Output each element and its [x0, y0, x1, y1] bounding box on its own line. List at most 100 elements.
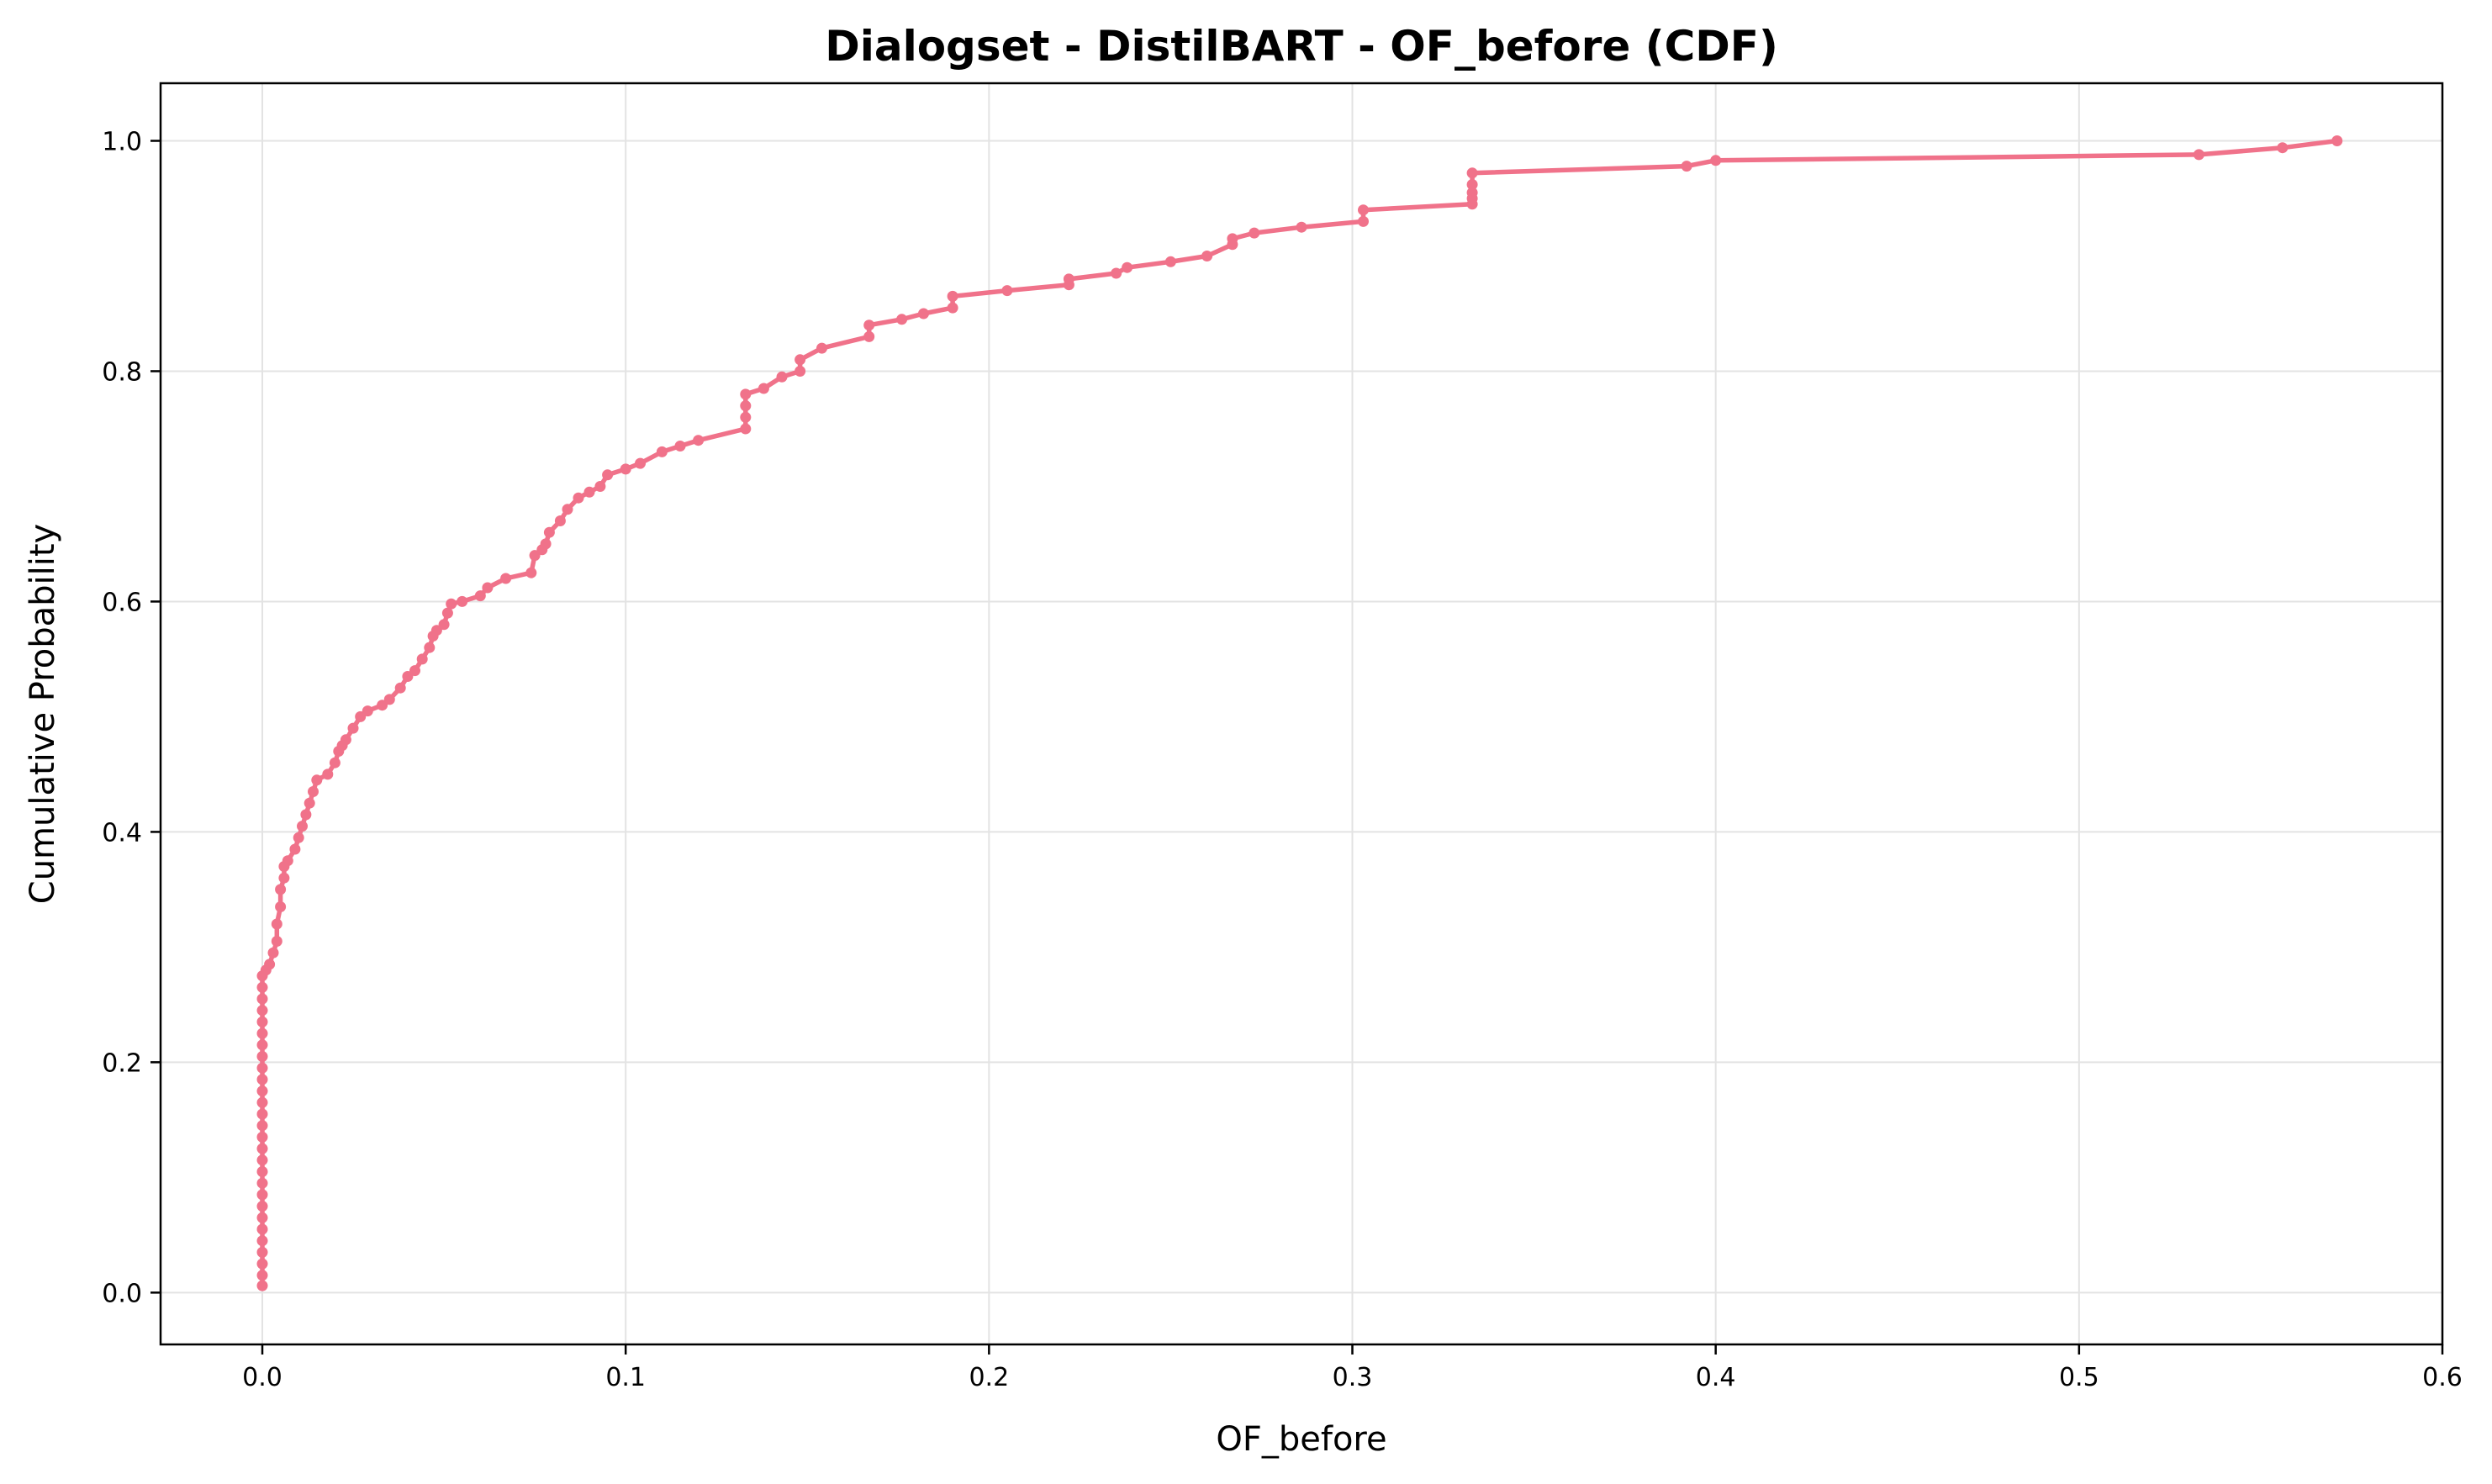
- cdf-point: [1001, 285, 1013, 297]
- cdf-point: [377, 700, 388, 711]
- plot-area: [161, 83, 2442, 1344]
- cdf-point: [1466, 179, 1478, 190]
- cdf-point: [795, 366, 806, 377]
- cdf-point: [256, 1131, 268, 1143]
- cdf-point: [256, 1039, 268, 1051]
- cdf-point: [256, 1177, 268, 1189]
- cdf-point: [256, 1027, 268, 1039]
- cdf-point: [293, 832, 304, 843]
- y-axis-label: Cumulative Probability: [24, 524, 62, 904]
- cdf-point: [740, 411, 752, 423]
- x-tick-label: 0.6: [2422, 1363, 2463, 1392]
- cdf-point: [740, 400, 752, 412]
- cdf-point: [256, 1189, 268, 1201]
- cdf-point: [271, 936, 282, 947]
- cdf-point: [1358, 215, 1369, 227]
- cdf-point: [394, 682, 406, 694]
- cdf-point: [438, 619, 450, 631]
- cdf-point: [278, 872, 290, 884]
- cdf-point: [340, 734, 351, 746]
- cdf-point: [282, 855, 293, 867]
- cdf-point: [1201, 251, 1213, 261]
- cdf-point: [594, 481, 606, 492]
- cdf-point: [2331, 135, 2343, 146]
- cdf-point: [289, 843, 301, 855]
- x-tick-label: 0.2: [969, 1363, 1009, 1392]
- y-tick-label: 0.0: [102, 1279, 142, 1308]
- cdf-point: [525, 567, 537, 578]
- cdf-point: [1063, 273, 1074, 285]
- cdf-point: [656, 446, 668, 457]
- cdf-point: [602, 469, 614, 481]
- cdf-point: [758, 383, 769, 394]
- cdf-point: [256, 1223, 268, 1235]
- cdf-point: [256, 1108, 268, 1120]
- cdf-point: [1111, 267, 1122, 279]
- x-axis-label: OF_before: [1216, 1420, 1386, 1459]
- cdf-point: [308, 786, 319, 797]
- cdf-point: [264, 959, 276, 970]
- x-tick-label: 0.1: [605, 1363, 646, 1392]
- cdf-point: [562, 504, 573, 515]
- cdf-point: [693, 435, 705, 446]
- cdf-point: [256, 1258, 268, 1270]
- cdf-point: [918, 308, 929, 320]
- cdf-point: [1164, 256, 1176, 267]
- cdf-point: [297, 821, 308, 832]
- cdf-point: [256, 1085, 268, 1097]
- cdf-point: [362, 705, 373, 717]
- cdf-point: [322, 768, 334, 780]
- x-tick-label: 0.3: [1333, 1363, 1373, 1392]
- cdf-point: [446, 598, 457, 610]
- cdf-point: [740, 388, 752, 400]
- cdf-point: [256, 1280, 268, 1291]
- cdf-point: [1122, 261, 1133, 273]
- cdf-point: [1710, 155, 1722, 166]
- cdf-point: [430, 625, 442, 636]
- cdf-point: [776, 371, 788, 383]
- cdf-point: [416, 653, 428, 665]
- cdf-point: [947, 290, 958, 302]
- cdf-point: [256, 1212, 268, 1223]
- cdf-point: [383, 694, 395, 705]
- x-tick-label: 0.5: [2059, 1363, 2099, 1392]
- cdf-point: [424, 642, 436, 653]
- cdf-point: [256, 981, 268, 993]
- cdf-point: [674, 441, 686, 452]
- cdf-point: [1296, 221, 1307, 233]
- cdf-point: [256, 1235, 268, 1247]
- cdf-point: [256, 993, 268, 1005]
- y-axis-ticks: 0.0 0.2 0.4 0.6 0.8 1.0: [102, 127, 161, 1308]
- cdf-point: [256, 1246, 268, 1258]
- cdf-point: [271, 918, 282, 930]
- cdf-point: [1681, 161, 1692, 172]
- cdf-point: [583, 486, 595, 498]
- y-tick-label: 0.8: [102, 357, 142, 387]
- cdf-point: [311, 774, 323, 786]
- x-tick-label: 0.0: [242, 1363, 282, 1392]
- cdf-point: [347, 722, 359, 734]
- cdf-point: [740, 423, 752, 435]
- cdf-point: [267, 947, 279, 959]
- cdf-point: [482, 582, 494, 594]
- y-tick-label: 0.2: [102, 1048, 142, 1078]
- cdf-point: [863, 320, 875, 331]
- cdf-point: [275, 901, 287, 912]
- cdf-point: [620, 463, 631, 475]
- cdf-point: [256, 1166, 268, 1177]
- cdf-point: [256, 1201, 268, 1212]
- cdf-point: [304, 797, 315, 809]
- cdf-point: [256, 1096, 268, 1108]
- y-tick-label: 0.4: [102, 818, 142, 848]
- cdf-point: [540, 538, 552, 550]
- cdf-point: [1249, 227, 1260, 239]
- cdf-point: [573, 492, 584, 504]
- cdf-point: [1466, 167, 1478, 179]
- cdf-point: [947, 302, 958, 314]
- cdf-point: [256, 1143, 268, 1154]
- cdf-point: [554, 515, 566, 526]
- cdf-point: [795, 354, 806, 366]
- cdf-point: [816, 342, 827, 354]
- cdf-point: [500, 573, 512, 584]
